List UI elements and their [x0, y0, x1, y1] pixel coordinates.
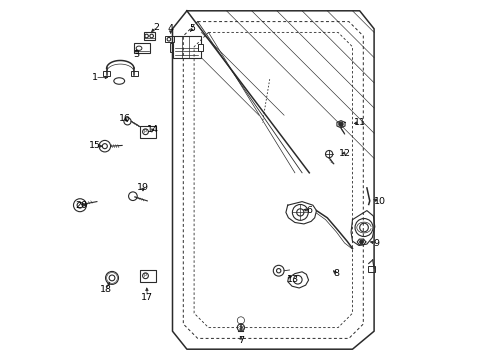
Text: 2: 2 [153, 23, 159, 32]
Text: 12: 12 [339, 149, 350, 158]
Text: 9: 9 [372, 239, 378, 248]
Text: 3: 3 [133, 50, 139, 59]
Bar [140, 126, 156, 138]
Bar [172, 36, 201, 58]
Circle shape [359, 240, 363, 244]
Bar [164, 36, 173, 42]
Text: 5: 5 [189, 24, 195, 33]
Text: 17: 17 [141, 292, 153, 302]
Bar [143, 32, 154, 40]
Text: 8: 8 [333, 269, 339, 278]
Text: 6: 6 [305, 206, 312, 215]
Bar [133, 43, 149, 53]
Ellipse shape [114, 78, 124, 84]
Text: 1: 1 [92, 73, 98, 82]
Text: 10: 10 [373, 197, 385, 206]
Text: 11: 11 [353, 118, 365, 127]
Text: 18: 18 [100, 285, 112, 294]
Bar [169, 43, 173, 52]
Text: 4: 4 [167, 24, 173, 33]
Text: 7: 7 [238, 336, 244, 345]
Ellipse shape [136, 46, 142, 50]
Text: 13: 13 [286, 275, 299, 284]
Text: 15: 15 [89, 141, 101, 150]
Bar [131, 71, 137, 76]
Text: P: P [143, 273, 147, 278]
Circle shape [338, 122, 343, 126]
Text: 14: 14 [146, 125, 159, 134]
Text: 20: 20 [76, 201, 88, 210]
Bar [198, 44, 203, 51]
Text: 19: 19 [137, 183, 149, 192]
Text: P: P [143, 129, 147, 134]
Bar [367, 266, 374, 272]
Text: 16: 16 [119, 114, 131, 123]
Bar [103, 71, 110, 76]
Bar [140, 270, 156, 282]
